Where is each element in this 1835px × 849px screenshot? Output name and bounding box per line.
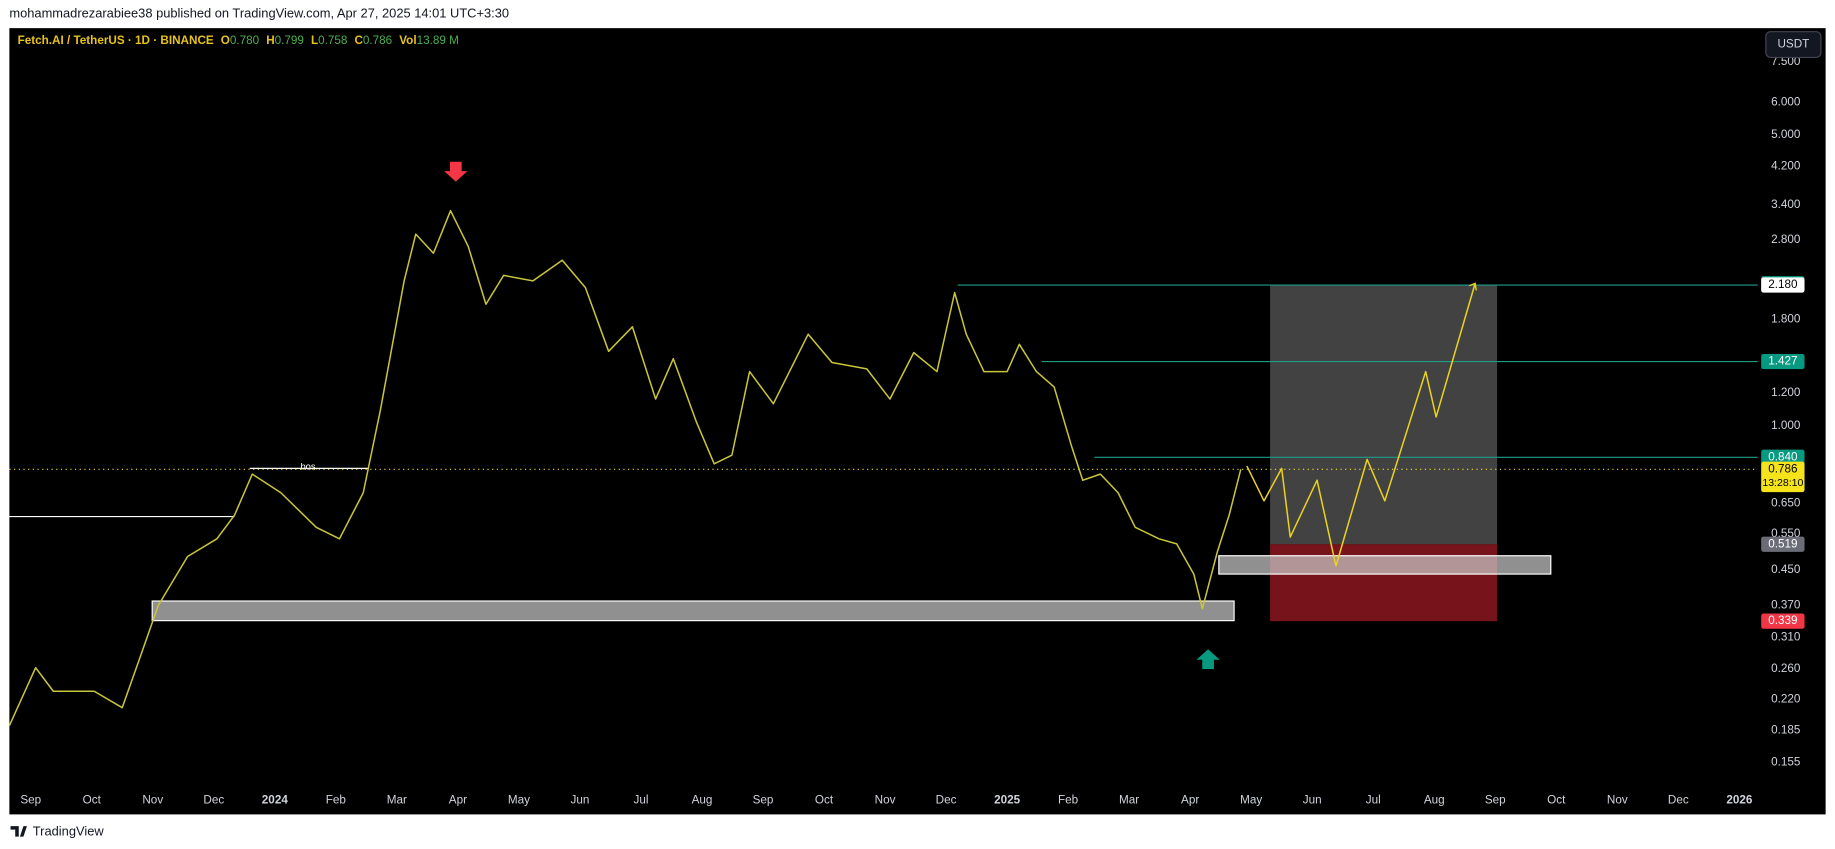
y-tick-label: 0.550 xyxy=(1771,527,1801,540)
y-tick-label: 4.200 xyxy=(1771,160,1801,173)
x-tick-label: 2024 xyxy=(262,793,289,806)
x-tick-label: Sep xyxy=(1485,793,1506,806)
x-tick-label: Oct xyxy=(83,793,102,806)
x-tick-label: Sep xyxy=(753,793,774,806)
price-badge-label: 0.519 xyxy=(1768,537,1797,550)
x-tick-label: Oct xyxy=(815,793,834,806)
x-tick-label: Dec xyxy=(1668,793,1689,806)
price-badge-label: 0.786 xyxy=(1768,462,1797,475)
y-tick-label: 3.400 xyxy=(1771,198,1801,211)
y-tick-label: 0.650 xyxy=(1771,497,1801,510)
x-tick-label: Mar xyxy=(1119,793,1139,806)
chart-pane xyxy=(9,28,1826,815)
price-badge xyxy=(1761,536,1805,552)
x-tick-label: May xyxy=(1240,793,1262,806)
plot: Sep Oct Nov Dec 2024 Feb Mar Apr May Jun Jul Aug Sep… xyxy=(8,55,1805,806)
y-tick-label: 7.500 xyxy=(1771,55,1801,68)
x-tick-label: 2026 xyxy=(1726,793,1753,806)
ohlc-key: Vol xyxy=(399,34,416,47)
x-tick-label: Aug xyxy=(692,793,713,806)
ohlc-key: L xyxy=(311,34,318,47)
x-tick-label: Sep xyxy=(20,793,41,806)
x-tick-label: 2025 xyxy=(994,793,1021,806)
ohlc-value: 0.780 xyxy=(230,34,260,47)
price-line xyxy=(1246,283,1476,567)
x-tick-label: Feb xyxy=(326,793,347,806)
y-tick-label: 0.260 xyxy=(1771,662,1801,675)
price-badge xyxy=(1761,353,1805,370)
zone xyxy=(1218,555,1552,575)
x-tick-label: Jul xyxy=(1366,793,1381,806)
y-tick-label: 1.800 xyxy=(1771,313,1801,326)
y-tick-label: 0.310 xyxy=(1771,630,1801,643)
ohlc-value: 0.758 xyxy=(318,34,347,47)
x-tick-label: Oct xyxy=(1547,793,1566,806)
line-label: bos. xyxy=(300,462,318,472)
ohlc-key: H xyxy=(266,34,274,47)
ohlc-value: 0.799 xyxy=(275,34,304,47)
y-tick-label: 0.450 xyxy=(1771,563,1801,576)
price-badge xyxy=(1761,461,1805,493)
x-tick-label: Apr xyxy=(1181,793,1199,806)
y-tick-label: 0.370 xyxy=(1771,598,1801,611)
y-tick-label: 1.000 xyxy=(1771,419,1801,432)
symbol: Fetch.AI / TetherUS · 1D · BINANCE xyxy=(18,34,214,47)
y-tick-label: 0.155 xyxy=(1771,756,1801,769)
x-tick-label: Mar xyxy=(387,793,407,806)
x-tick-label: Nov xyxy=(142,793,163,806)
price-badge xyxy=(1761,613,1805,629)
up-arrow xyxy=(1196,649,1220,670)
ohlc-value: 13.89 M xyxy=(417,34,459,47)
brand-name: TradingView xyxy=(33,823,105,838)
countdown: 13:28:10 xyxy=(1762,477,1803,489)
price-badge xyxy=(1761,449,1805,465)
currency-button[interactable] xyxy=(1765,31,1822,59)
x-tick-label: Jul xyxy=(633,793,648,806)
price-badge xyxy=(1761,277,1805,293)
y-tick-label: 0.185 xyxy=(1771,724,1801,737)
projection-arrowhead xyxy=(1469,282,1477,291)
brand: TradingView xyxy=(10,823,105,838)
ohlc-key: C xyxy=(354,34,363,47)
price-badge-label: 0.840 xyxy=(1768,450,1798,463)
price-badge-label: 2.180 xyxy=(1768,278,1798,291)
y-tick-label: 2.800 xyxy=(1771,233,1801,246)
x-tick-label: Nov xyxy=(1607,793,1628,806)
x-tick-label: Feb xyxy=(1058,793,1079,806)
currency[interactable]: USDT xyxy=(1777,38,1809,51)
y-tick-label: 0.220 xyxy=(1771,692,1801,705)
price-line xyxy=(8,209,1242,727)
x-tick-label: Nov xyxy=(875,793,896,806)
zone xyxy=(151,600,1235,622)
ohlc-key: O xyxy=(221,34,230,47)
down-arrow xyxy=(444,161,468,182)
x-tick-label: Dec xyxy=(203,793,224,806)
legend: Fetch.AI / TetherUS · 1D · BINANCE O0.780… xyxy=(18,34,459,47)
x-tick-label: Jun xyxy=(570,793,589,806)
y-tick-label: 1.200 xyxy=(1771,386,1801,399)
x-tick-label: Aug xyxy=(1424,793,1445,806)
y-tick-label: 6.000 xyxy=(1771,95,1801,108)
x-tick-label: Dec xyxy=(936,793,957,806)
ohlc-value: 0.786 xyxy=(363,34,392,47)
price-badge-label: 0.339 xyxy=(1768,614,1797,627)
x-tick-label: May xyxy=(508,793,530,806)
price-badge-label: 1.427 xyxy=(1768,355,1797,368)
brand-logo xyxy=(10,826,27,837)
y-tick-label: 5.000 xyxy=(1771,128,1801,141)
x-tick-label: Jun xyxy=(1303,793,1322,806)
x-tick-label: Apr xyxy=(449,793,467,806)
byline: mohammadrezarabiee38 published on Tradin… xyxy=(9,5,509,20)
